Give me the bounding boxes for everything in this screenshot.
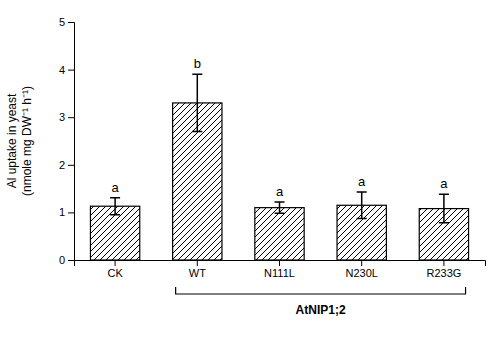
- x-tick: N111L: [264, 260, 295, 279]
- error-bar: [275, 202, 285, 213]
- error-bar: [110, 198, 120, 215]
- x-tick: WT: [189, 260, 206, 279]
- y-tick-mark: [68, 117, 74, 118]
- bar: [255, 208, 304, 260]
- plot-area: 0 1 2 3 4 5 CK WT N111L N230L R233G a b a a a Al uptake …: [5, 16, 486, 317]
- y-axis-title-line: Al uptake in yeast: [5, 93, 19, 188]
- significance-letter: a: [358, 174, 366, 189]
- y-tick-mark: [68, 22, 74, 23]
- error-bar-path: [439, 194, 449, 223]
- y-tick: 4: [59, 64, 74, 76]
- x-axis: CK WT N111L N230L R233G: [75, 260, 486, 279]
- y-tick: 0: [59, 254, 74, 266]
- y-tick-mark: [68, 212, 74, 213]
- y-tick-label: 5: [59, 16, 65, 28]
- y-tick: 5: [59, 16, 74, 28]
- x-tick-mark: [279, 260, 280, 266]
- marks: [90, 74, 468, 260]
- x-tick-label: WT: [189, 267, 206, 279]
- x-tick-label: R233G: [426, 267, 461, 279]
- x-tick-label: N111L: [264, 267, 295, 279]
- error-bar-path: [110, 198, 120, 215]
- y-axis-title: Al uptake in yeast(nmole mg DW⁻¹ h⁻¹): [5, 86, 34, 196]
- error-bar-path: [357, 192, 367, 219]
- bracket: AtNIP1;2: [176, 287, 466, 317]
- y-tick-label: 1: [59, 206, 65, 218]
- y-tick-label: 4: [59, 64, 65, 76]
- significance-letter: a: [440, 176, 448, 191]
- x-tick: N230L: [345, 260, 377, 279]
- y-tick: 3: [59, 111, 74, 123]
- x-tick: R233G: [426, 260, 461, 279]
- significance-letter: b: [194, 56, 201, 71]
- x-tick-mark: [115, 260, 116, 266]
- y-axis: 0 1 2 3 4 5: [59, 16, 75, 266]
- x-tick-mark: [197, 260, 198, 266]
- x-axis-line: [75, 261, 486, 267]
- x-tick-mark: [361, 260, 362, 266]
- y-tick-mark: [68, 70, 74, 71]
- error-bar: [357, 192, 367, 219]
- chart: 0 1 2 3 4 5 CK WT N111L N230L R233G a b a a a Al uptake …: [0, 0, 500, 338]
- error-bar: [192, 74, 202, 131]
- bracket-line: [176, 287, 466, 294]
- y-axis-title-line: (nmole mg DW⁻¹ h⁻¹): [20, 86, 34, 196]
- significance-letter: a: [276, 184, 284, 199]
- y-tick-mark: [68, 165, 74, 166]
- error-bar: [439, 194, 449, 223]
- x-tick-mark: [443, 260, 444, 266]
- bracket-label: AtNIP1;2: [296, 303, 346, 317]
- x-tick-label: CK: [107, 267, 123, 279]
- y-tick: 2: [59, 159, 74, 171]
- y-tick-mark: [68, 260, 74, 261]
- y-tick-label: 2: [59, 159, 65, 171]
- letters: a b a a a: [111, 56, 448, 199]
- y-tick-label: 0: [59, 254, 65, 266]
- x-tick-label: N230L: [345, 267, 377, 279]
- error-bar-path: [275, 202, 285, 213]
- y-axis-line: [68, 23, 75, 261]
- error-bar-path: [192, 74, 202, 131]
- y-tick-label: 3: [59, 111, 65, 123]
- x-tick: CK: [107, 260, 123, 279]
- significance-letter: a: [111, 180, 119, 195]
- y-tick: 1: [59, 206, 74, 218]
